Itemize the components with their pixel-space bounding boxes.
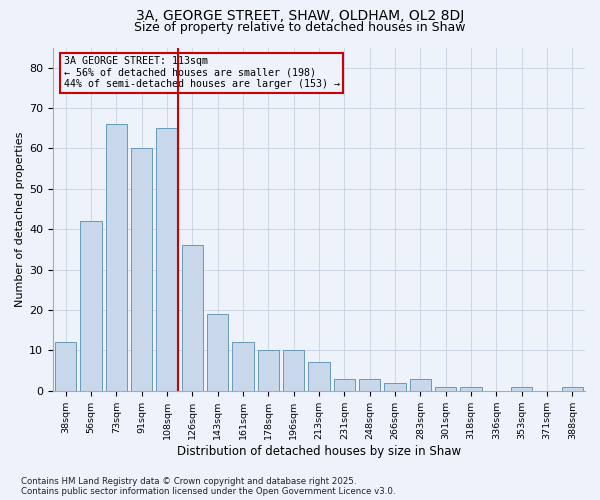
Text: Size of property relative to detached houses in Shaw: Size of property relative to detached ho… xyxy=(134,21,466,34)
Bar xyxy=(283,350,304,391)
Text: 3A GEORGE STREET: 113sqm
← 56% of detached houses are smaller (198)
44% of semi-: 3A GEORGE STREET: 113sqm ← 56% of detach… xyxy=(64,56,340,90)
Bar xyxy=(384,382,406,390)
Bar xyxy=(182,246,203,390)
Text: 3A, GEORGE STREET, SHAW, OLDHAM, OL2 8DJ: 3A, GEORGE STREET, SHAW, OLDHAM, OL2 8DJ xyxy=(136,9,464,23)
Bar xyxy=(435,386,457,390)
Y-axis label: Number of detached properties: Number of detached properties xyxy=(15,132,25,307)
Bar xyxy=(106,124,127,390)
Bar xyxy=(257,350,279,391)
Text: Contains HM Land Registry data © Crown copyright and database right 2025.
Contai: Contains HM Land Registry data © Crown c… xyxy=(21,476,395,496)
Bar xyxy=(308,362,330,390)
Bar xyxy=(359,378,380,390)
Bar xyxy=(131,148,152,390)
Bar xyxy=(410,378,431,390)
Bar xyxy=(334,378,355,390)
Bar xyxy=(511,386,532,390)
X-axis label: Distribution of detached houses by size in Shaw: Distribution of detached houses by size … xyxy=(177,444,461,458)
Bar xyxy=(80,221,102,390)
Bar xyxy=(207,314,229,390)
Bar xyxy=(232,342,254,390)
Bar xyxy=(562,386,583,390)
Bar xyxy=(55,342,76,390)
Bar xyxy=(156,128,178,390)
Bar xyxy=(460,386,482,390)
